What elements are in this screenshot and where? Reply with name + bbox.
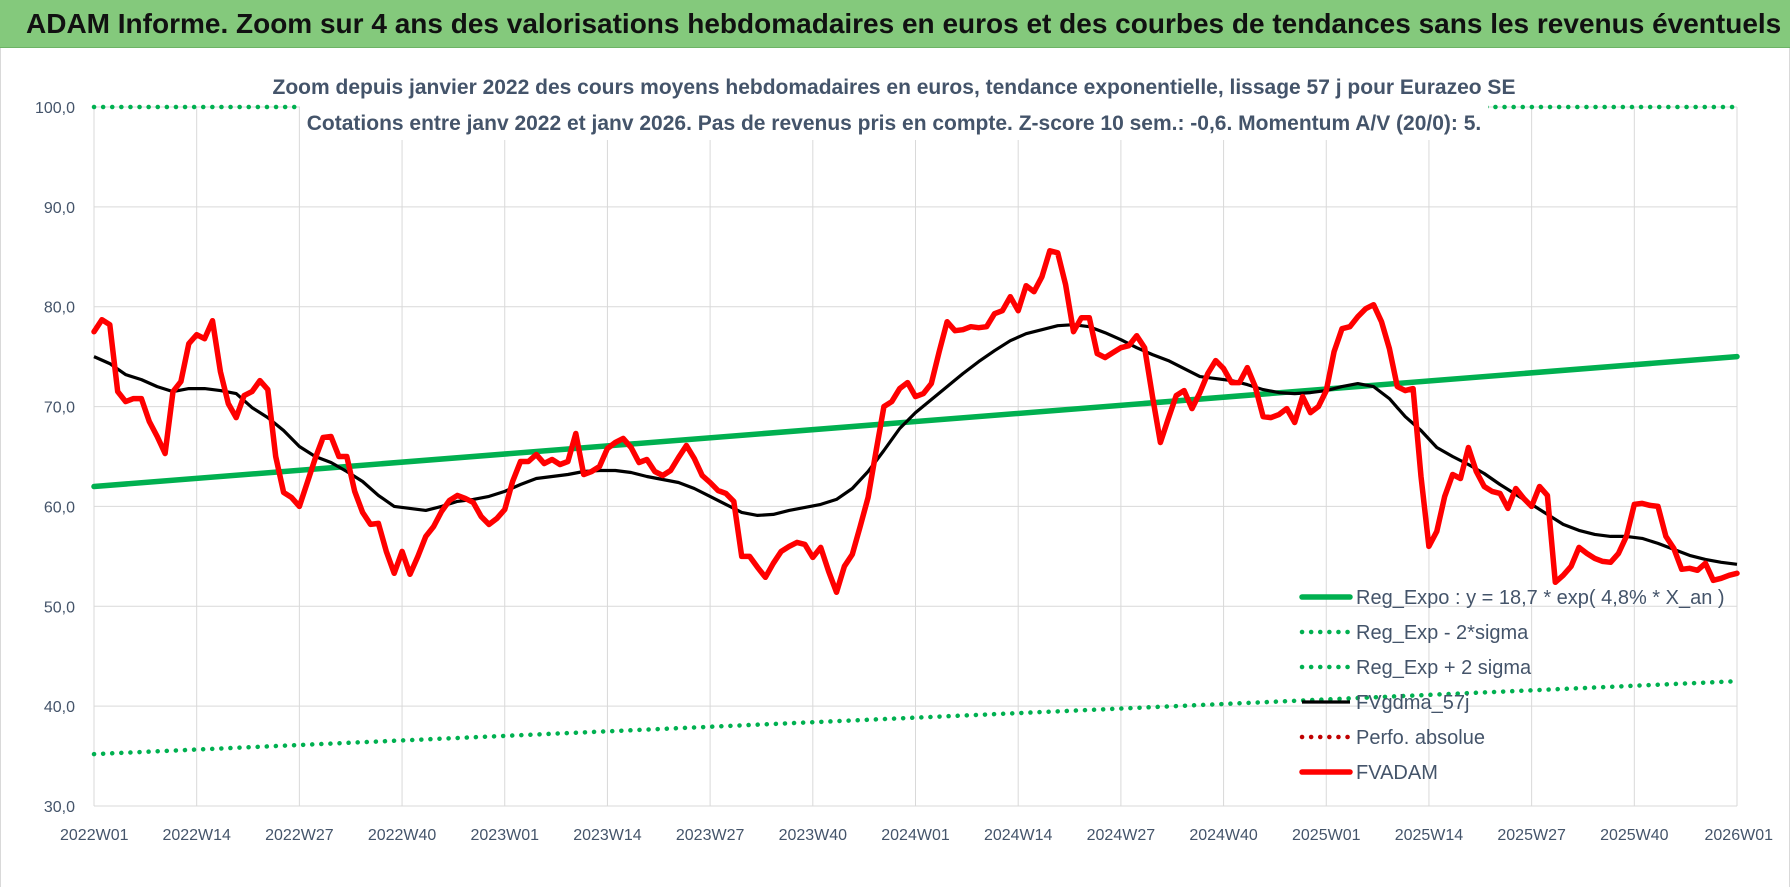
y-tick-label: 90,0 (44, 200, 75, 217)
legend-label-reg-exp-plus-2sigma: Reg_Exp + 2 sigma (1356, 657, 1532, 679)
x-tick-label: 2025W27 (1497, 827, 1566, 844)
legend-label-reg-exp-minus-2sigma: Reg_Exp - 2*sigma (1356, 622, 1529, 644)
x-tick-label: 2023W40 (779, 827, 848, 844)
y-tick-label: 70,0 (44, 400, 75, 417)
chart-legend: Reg_Expo : y = 18,7 * exp( 4,8% * X_an )… (1299, 587, 1725, 784)
chart-grid (93, 106, 1738, 807)
x-tick-label: 2025W14 (1395, 827, 1464, 844)
y-tick-label: 30,0 (44, 799, 75, 816)
x-tick-label: 2024W01 (881, 827, 950, 844)
x-tick-label: 2022W27 (265, 827, 334, 844)
reg-expo-series (91, 353, 1740, 490)
chart-title: Zoom depuis janvier 2022 des cours moyen… (273, 76, 1516, 99)
x-tick-label: 2022W01 (60, 827, 129, 844)
report-title: ADAM Informe. Zoom sur 4 ans des valoris… (0, 0, 1790, 48)
fvadam-series (91, 248, 1740, 596)
x-tick-label: 2025W40 (1600, 827, 1669, 844)
x-tick-label: 2022W14 (162, 827, 231, 844)
reg-exp-minus-2sigma-series (91, 678, 1740, 757)
y-tick-label: 40,0 (44, 699, 75, 716)
legend-label-perfo-absolue: Perfo. absolue (1356, 727, 1485, 749)
legend-label-fvgdma-57j: FVgdma_57j (1356, 692, 1469, 714)
x-tick-label: 2022W40 (368, 827, 437, 844)
x-tick-label: 2025W01 (1292, 827, 1361, 844)
x-tick-label: 2023W27 (676, 827, 745, 844)
x-tick-label: 2026W01 (1705, 827, 1774, 844)
x-tick-label: 2024W14 (984, 827, 1053, 844)
x-tick-label: 2024W40 (1189, 827, 1258, 844)
y-tick-label: 60,0 (44, 499, 75, 516)
chart-axis-ticks: 30,0 40,0 50,0 60,0 70,0 80,0 90,0 100,0 2022W01… (35, 100, 1773, 844)
y-tick-label: 50,0 (44, 599, 75, 616)
legend-label-fvadam: FVADAM (1356, 762, 1438, 784)
chart-title-block: Zoom depuis janvier 2022 des cours moyen… (273, 66, 1516, 140)
x-tick-label: 2023W01 (471, 827, 540, 844)
y-tick-label: 80,0 (44, 300, 75, 317)
legend-label-reg-expo: Reg_Expo : y = 18,7 * exp( 4,8% * X_an ) (1356, 587, 1725, 609)
y-tick-label: 100,0 (35, 100, 75, 117)
chart-subtitle: Cotations entre janv 2022 et janv 2026. … (307, 112, 1481, 135)
chart-title-background (300, 66, 1488, 140)
x-tick-label: 2023W14 (573, 827, 642, 844)
x-tick-label: 2024W27 (1087, 827, 1156, 844)
